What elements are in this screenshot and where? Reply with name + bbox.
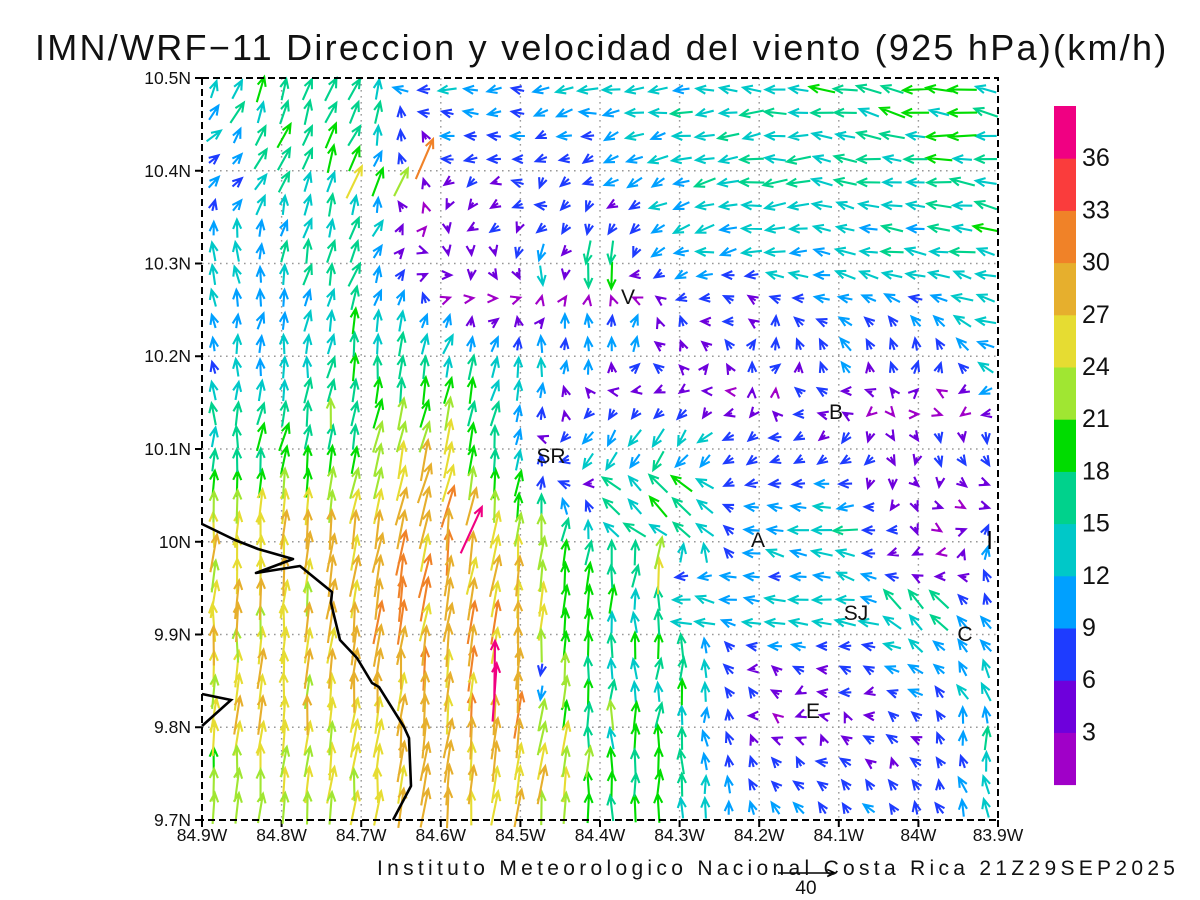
svg-text:B: B (829, 401, 843, 424)
svg-text:V: V (621, 286, 635, 309)
svg-text:3: 3 (1082, 718, 1096, 746)
svg-text:9.7N: 9.7N (154, 810, 191, 830)
svg-text:84.2W: 84.2W (734, 825, 785, 845)
svg-text:84.6W: 84.6W (416, 825, 467, 845)
svg-text:10.1N: 10.1N (144, 439, 191, 459)
svg-text:40: 40 (795, 878, 816, 899)
svg-text:SJ: SJ (844, 602, 869, 625)
svg-text:A: A (751, 529, 765, 552)
svg-text:84.7W: 84.7W (336, 825, 387, 845)
svg-text:15: 15 (1082, 510, 1110, 538)
svg-text:27: 27 (1082, 301, 1110, 329)
svg-text:84.1W: 84.1W (814, 825, 865, 845)
svg-text:21: 21 (1082, 405, 1110, 433)
svg-text:IMN/WRF−11 Direccion y velocid: IMN/WRF−11 Direccion y velocidad del vie… (35, 27, 1168, 68)
svg-text:10.3N: 10.3N (144, 254, 191, 274)
svg-text:C: C (957, 623, 972, 646)
svg-text:33: 33 (1082, 196, 1110, 224)
svg-text:10.2N: 10.2N (144, 346, 191, 366)
svg-text:84.3W: 84.3W (654, 825, 705, 845)
svg-text:30: 30 (1082, 249, 1110, 277)
svg-text:9.9N: 9.9N (154, 625, 191, 645)
svg-text:SR: SR (536, 445, 565, 468)
svg-text:E: E (806, 700, 820, 723)
svg-text:Instituto Meteorologico Nacion: Instituto Meteorologico Nacional Costa R… (377, 857, 1179, 880)
svg-text:10N: 10N (159, 532, 191, 552)
svg-text:10.5N: 10.5N (144, 68, 191, 88)
svg-text:84.4W: 84.4W (575, 825, 626, 845)
svg-text:9: 9 (1082, 614, 1096, 642)
svg-text:6: 6 (1082, 666, 1096, 694)
svg-text:10.4N: 10.4N (144, 161, 191, 181)
svg-text:84.9W: 84.9W (177, 825, 228, 845)
svg-text:9.8N: 9.8N (154, 717, 191, 737)
svg-text:83.9W: 83.9W (973, 825, 1024, 845)
svg-text:84W: 84W (900, 825, 936, 845)
svg-text:18: 18 (1082, 457, 1110, 485)
svg-text:84.8W: 84.8W (256, 825, 307, 845)
svg-text:36: 36 (1082, 144, 1110, 172)
svg-text:12: 12 (1082, 562, 1110, 590)
svg-text:84.5W: 84.5W (495, 825, 546, 845)
svg-text:24: 24 (1082, 353, 1110, 381)
